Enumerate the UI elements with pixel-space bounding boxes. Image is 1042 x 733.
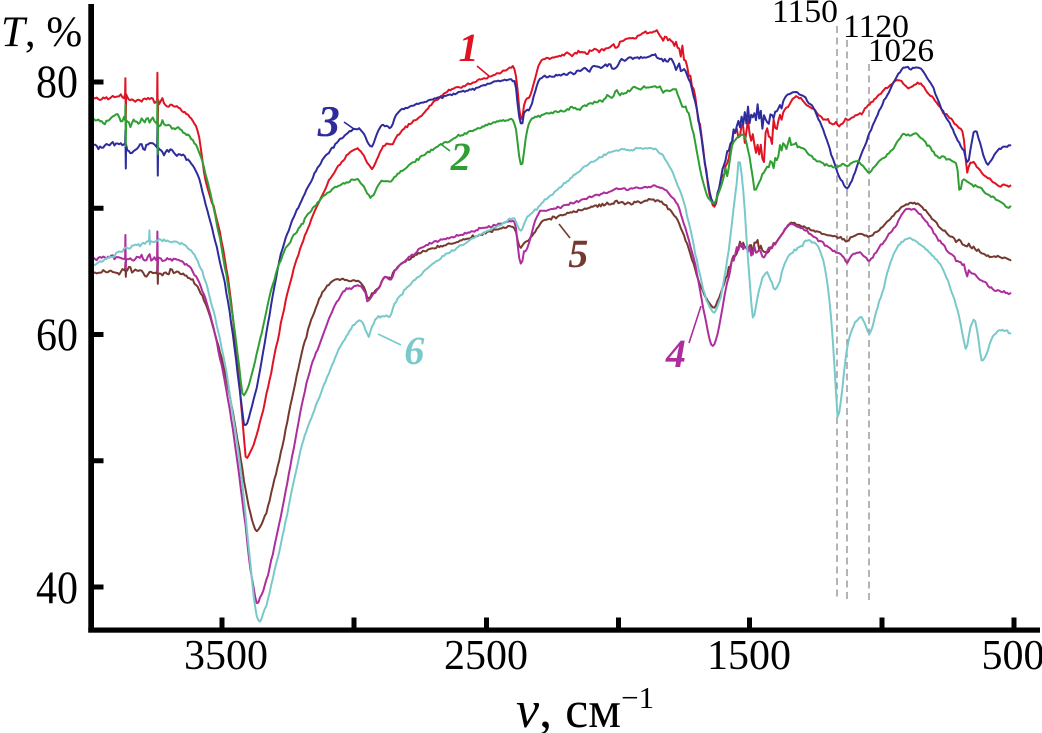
svg-text:80: 80 [36,56,78,108]
svg-text:T, %: T, % [1,9,82,56]
svg-text:40: 40 [36,562,78,614]
svg-text:2500: 2500 [444,633,528,679]
svg-text:1026: 1026 [868,33,934,69]
svg-text:1150: 1150 [772,0,838,30]
svg-text:1500: 1500 [707,633,791,679]
svg-text:60: 60 [36,309,78,361]
svg-text:ν, см−1: ν, см−1 [516,680,654,733]
svg-text:3500: 3500 [184,633,268,679]
svg-text:1120: 1120 [843,9,909,45]
svg-text:500: 500 [982,633,1042,679]
